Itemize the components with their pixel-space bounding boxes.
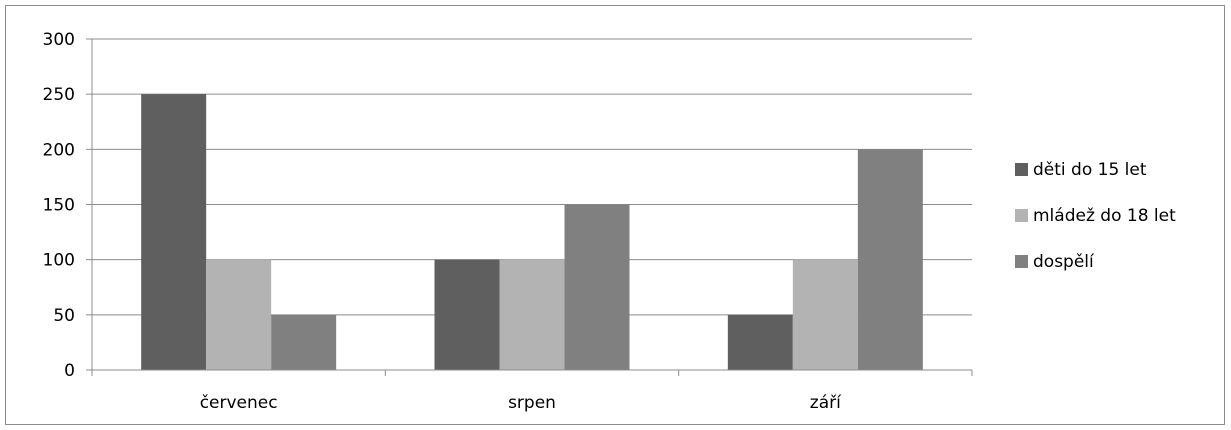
x-category-label: červenec [200,393,278,413]
y-tick-label: 50 [53,306,75,326]
legend-label: mládež do 18 let [1033,206,1176,226]
bar-1-3 [727,314,793,370]
chart-frame: 0 50 100 150 200 250 300 červenec srpen září děti… [5,5,1225,425]
legend-swatch [1015,255,1028,268]
bar-2-2 [499,259,565,370]
bar-3-3 [857,149,923,370]
bar-1-1 [141,94,207,371]
y-tick-label: 150 [43,196,75,216]
bars [141,94,923,371]
y-tick-label: 0 [64,361,75,381]
legend-swatch [1015,163,1028,176]
legend-label: dospělí [1033,252,1095,272]
bar-2-3 [792,259,858,370]
bar-2-1 [206,259,272,370]
y-tick-label: 300 [43,30,75,50]
axis-labels: 0 50 100 150 200 250 300 červenec srpen září [43,30,843,413]
y-tick-label: 100 [43,251,75,271]
axes [86,38,973,376]
x-category-label: srpen [508,393,556,413]
legend-swatch [1015,209,1028,222]
bar-3-1 [271,314,337,370]
y-tick-label: 250 [43,85,75,105]
bar-chart: 0 50 100 150 200 250 300 červenec srpen září děti… [43,30,1177,413]
x-category-label: září [810,393,842,413]
bar-3-2 [564,204,630,370]
legend: děti do 15 let mládež do 18 let dospělí [1015,160,1176,272]
y-tick-label: 200 [43,140,75,160]
legend-label: děti do 15 let [1033,160,1147,180]
bar-1-2 [434,259,500,370]
